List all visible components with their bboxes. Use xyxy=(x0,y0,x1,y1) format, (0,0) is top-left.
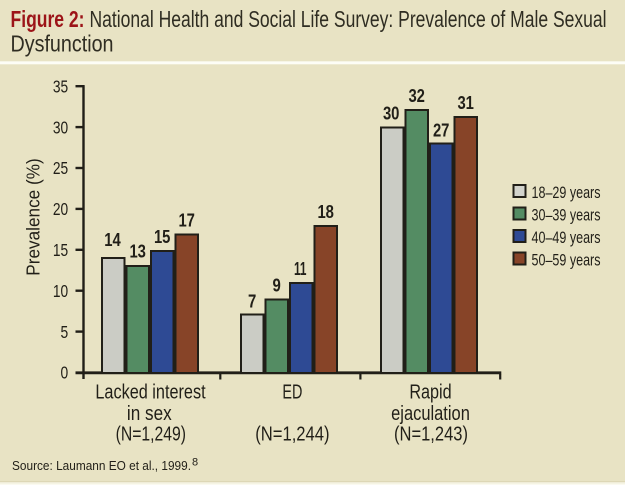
svg-text:ED: ED xyxy=(282,382,302,404)
svg-text:0: 0 xyxy=(61,363,69,383)
svg-text:Dysfunction: Dysfunction xyxy=(11,31,114,57)
svg-text:(N=1,249): (N=1,249) xyxy=(116,423,186,445)
svg-text:in sex: in sex xyxy=(127,403,172,425)
svg-text:11: 11 xyxy=(294,259,307,279)
svg-text:20: 20 xyxy=(53,199,69,219)
svg-text:35: 35 xyxy=(53,76,68,96)
svg-text:8: 8 xyxy=(192,456,198,468)
svg-text:Lacked interest: Lacked interest xyxy=(95,382,206,404)
svg-text:17: 17 xyxy=(178,211,195,231)
svg-text:ejaculation: ejaculation xyxy=(391,403,470,425)
svg-text:15: 15 xyxy=(154,227,171,247)
svg-text:10: 10 xyxy=(53,281,69,301)
svg-text:Figure 2:: Figure 2: xyxy=(11,6,85,32)
svg-text:15: 15 xyxy=(53,240,68,260)
svg-text:7: 7 xyxy=(248,292,256,312)
svg-text:32: 32 xyxy=(408,86,425,106)
svg-text:(N=1,243): (N=1,243) xyxy=(394,423,468,445)
svg-text:9: 9 xyxy=(273,276,281,296)
svg-text:(N=1,244): (N=1,244) xyxy=(255,423,329,445)
svg-text:5: 5 xyxy=(61,322,69,342)
svg-text:30–39 years: 30–39 years xyxy=(532,206,601,224)
svg-text:13: 13 xyxy=(129,242,146,262)
svg-text:50–59 years: 50–59 years xyxy=(532,251,601,269)
svg-text:30: 30 xyxy=(53,117,69,137)
svg-text:14: 14 xyxy=(104,230,121,250)
svg-text:27: 27 xyxy=(433,121,450,141)
svg-text:18: 18 xyxy=(317,202,334,222)
svg-text:Prevalence (%): Prevalence (%) xyxy=(23,158,44,275)
svg-text:40–49 years: 40–49 years xyxy=(532,229,601,247)
svg-text:31: 31 xyxy=(457,93,474,113)
svg-text:National Health and Social Lif: National Health and Social Life Survey: … xyxy=(90,6,607,32)
svg-text:25: 25 xyxy=(53,158,68,178)
svg-text:Source: Laumann EO et al., 199: Source: Laumann EO et al., 1999. xyxy=(12,458,191,473)
svg-text:18–29 years: 18–29 years xyxy=(532,184,601,202)
svg-text:30: 30 xyxy=(383,104,400,124)
svg-text:Rapid: Rapid xyxy=(409,382,451,404)
